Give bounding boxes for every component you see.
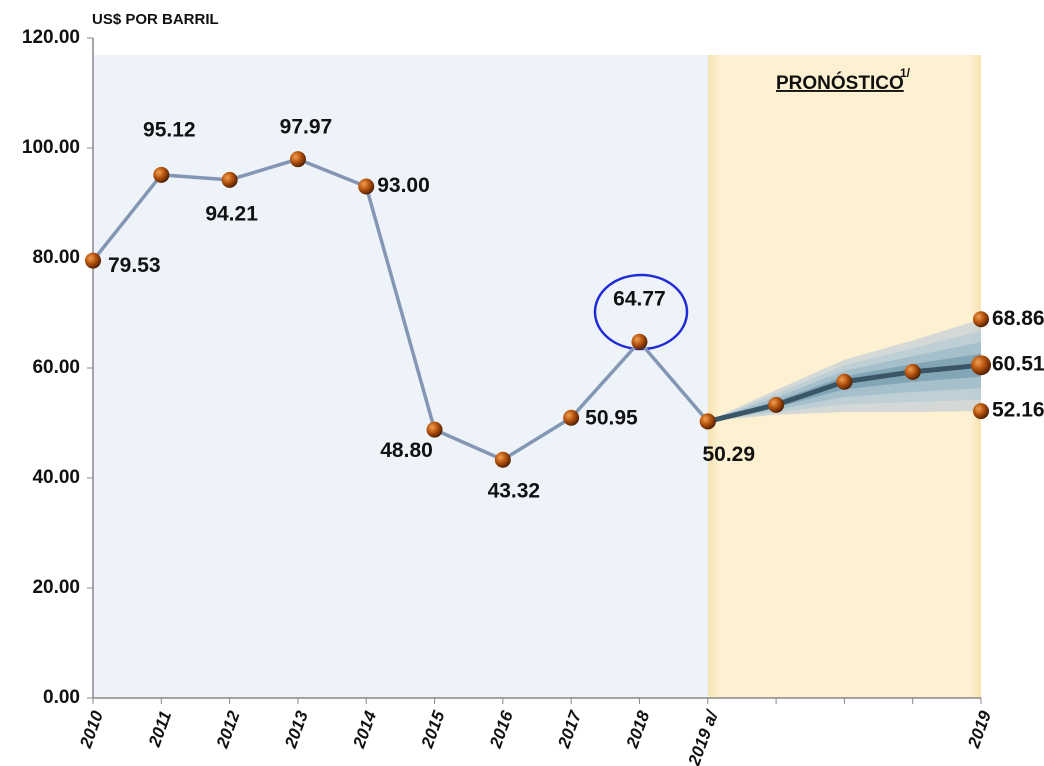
data-label: 93.00 [377,174,430,197]
history-background [93,55,708,698]
marker [221,171,238,188]
marker [904,363,921,380]
x-tick-label: 2013 [281,708,312,751]
x-tick-label: 2014 [349,708,380,751]
marker [973,311,989,328]
y-tick-label: 100.00 [22,137,80,158]
y-axis-label: US$ POR BARRIL [92,11,219,28]
x-tick-label: 2012 [212,708,243,751]
x-tick-label: 2019 a/ [684,706,722,766]
x-tick-label: 2017 [554,707,586,751]
data-label: 95.12 [143,118,196,141]
marker [768,396,785,413]
data-label: 79.53 [108,254,161,277]
y-tick-label: 60.00 [32,357,80,378]
marker [85,252,101,269]
data-label: 50.95 [585,406,638,429]
y-tick-label: 40.00 [32,467,80,488]
data-label: 50.29 [702,443,755,466]
marker [358,178,375,195]
marker [971,355,991,376]
x-tick-label: 2010 [76,708,107,751]
data-label: 97.97 [280,116,333,139]
marker [631,333,648,350]
marker [836,373,853,390]
y-tick-label: 80.00 [32,247,80,268]
data-label: 52.16 [992,399,1044,422]
y-tick-label: 0.00 [43,687,80,708]
data-label: 48.80 [380,439,433,462]
forecast-note: 1/ [900,66,911,80]
data-label: 43.32 [488,479,541,502]
data-label: 68.86 [992,307,1044,330]
marker [289,151,306,168]
series-line [91,157,710,462]
marker [426,421,443,438]
y-tick-label: 120.00 [22,27,80,48]
x-tick-label: 2019 [964,708,995,751]
x-tick-label: 2011 [145,708,176,750]
marker [973,403,989,420]
x-tick-label: 2018 [622,708,653,751]
forecast-label: PRONÓSTICO [776,72,904,94]
marker [494,451,511,468]
x-tick-label: 2015 [417,708,448,751]
marker [153,166,170,183]
y-tick-label: 20.00 [32,577,80,598]
marker [563,409,580,426]
data-label: 60.51 [992,353,1044,376]
data-label: 94.21 [205,202,258,225]
marker [699,413,716,430]
x-tick-label: 2016 [486,708,517,751]
data-label: 64.77 [613,287,666,310]
